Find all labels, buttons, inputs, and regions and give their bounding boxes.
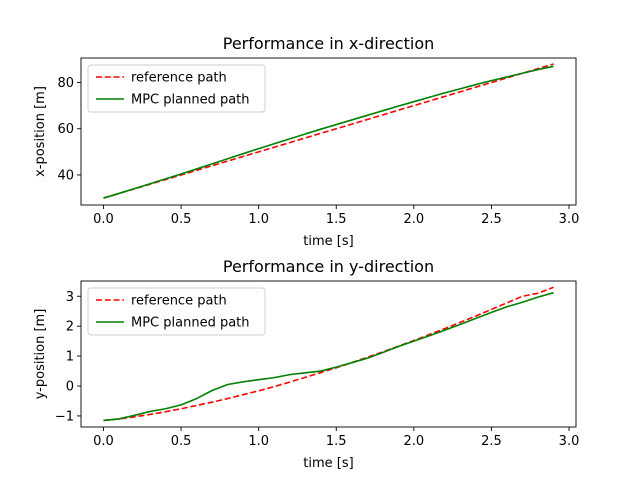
- y-chart-title: Performance in y-direction: [223, 257, 434, 276]
- y-legend-label-reference-path: reference path: [131, 294, 227, 309]
- y-series-reference-path: [103, 286, 554, 422]
- y-ytick-label: 2: [66, 320, 74, 335]
- x-xtick-label: 3.0: [559, 212, 580, 227]
- y-xtick-label: 0.0: [93, 434, 114, 449]
- x-axes-frame: [80, 57, 577, 206]
- x-legend-box: [87, 64, 266, 113]
- y-xtick-label: 0.5: [171, 434, 192, 449]
- x-legend-label-mpc-planned-path: MPC planned path: [131, 93, 250, 108]
- y-ytick-label: −1: [55, 409, 74, 424]
- y-xtick-label: 2.5: [481, 434, 502, 449]
- x-legend: reference path MPC planned path: [87, 64, 266, 113]
- y-xtick-label: 2.0: [404, 434, 425, 449]
- y-legend: reference path MPC planned path: [87, 287, 266, 336]
- y-series-mpc-planned-path: [103, 291, 554, 422]
- chart-y-direction: Performance in y-direction 0.0 0.5 1.0 1.5 2.…: [33, 257, 579, 471]
- x-legend-label-reference-path: reference path: [131, 71, 227, 86]
- y-xtick-label: 3.0: [559, 434, 580, 449]
- chart-x-direction: Performance in x-direction 0.0 0.5 1.0 1.5 2.…: [33, 34, 579, 249]
- x-series-reference-path: [103, 63, 554, 199]
- y-ytick-label: 3: [66, 290, 74, 305]
- x-xtick-label: 2.0: [404, 212, 425, 227]
- x-xaxis-label: time [s]: [303, 234, 353, 249]
- x-series-mpc-planned-path: [103, 65, 554, 199]
- y-xtick-label: 1.5: [326, 434, 347, 449]
- y-legend-label-mpc-planned-path: MPC planned path: [131, 316, 250, 331]
- y-xaxis-label: time [s]: [303, 456, 353, 471]
- x-yaxis-label: x-position [m]: [33, 86, 48, 177]
- x-chart-title: Performance in x-direction: [223, 34, 435, 53]
- x-ytick-label: 40: [57, 168, 74, 183]
- y-axes-frame: [80, 280, 577, 428]
- x-xtick-label: 2.5: [481, 212, 502, 227]
- y-legend-box: [87, 287, 266, 336]
- x-xtick-label: 0.5: [171, 212, 192, 227]
- y-yaxis-label: y-position [m]: [33, 309, 48, 400]
- x-ytick-label: 80: [57, 76, 74, 91]
- y-xtick-label: 1.0: [248, 434, 269, 449]
- x-xtick-label: 1.0: [248, 212, 269, 227]
- y-ytick-label: 1: [66, 350, 74, 365]
- y-ytick-label: 0: [66, 380, 74, 395]
- x-xtick-label: 1.5: [326, 212, 347, 227]
- x-ytick-label: 60: [57, 122, 74, 137]
- x-xtick-label: 0.0: [93, 212, 114, 227]
